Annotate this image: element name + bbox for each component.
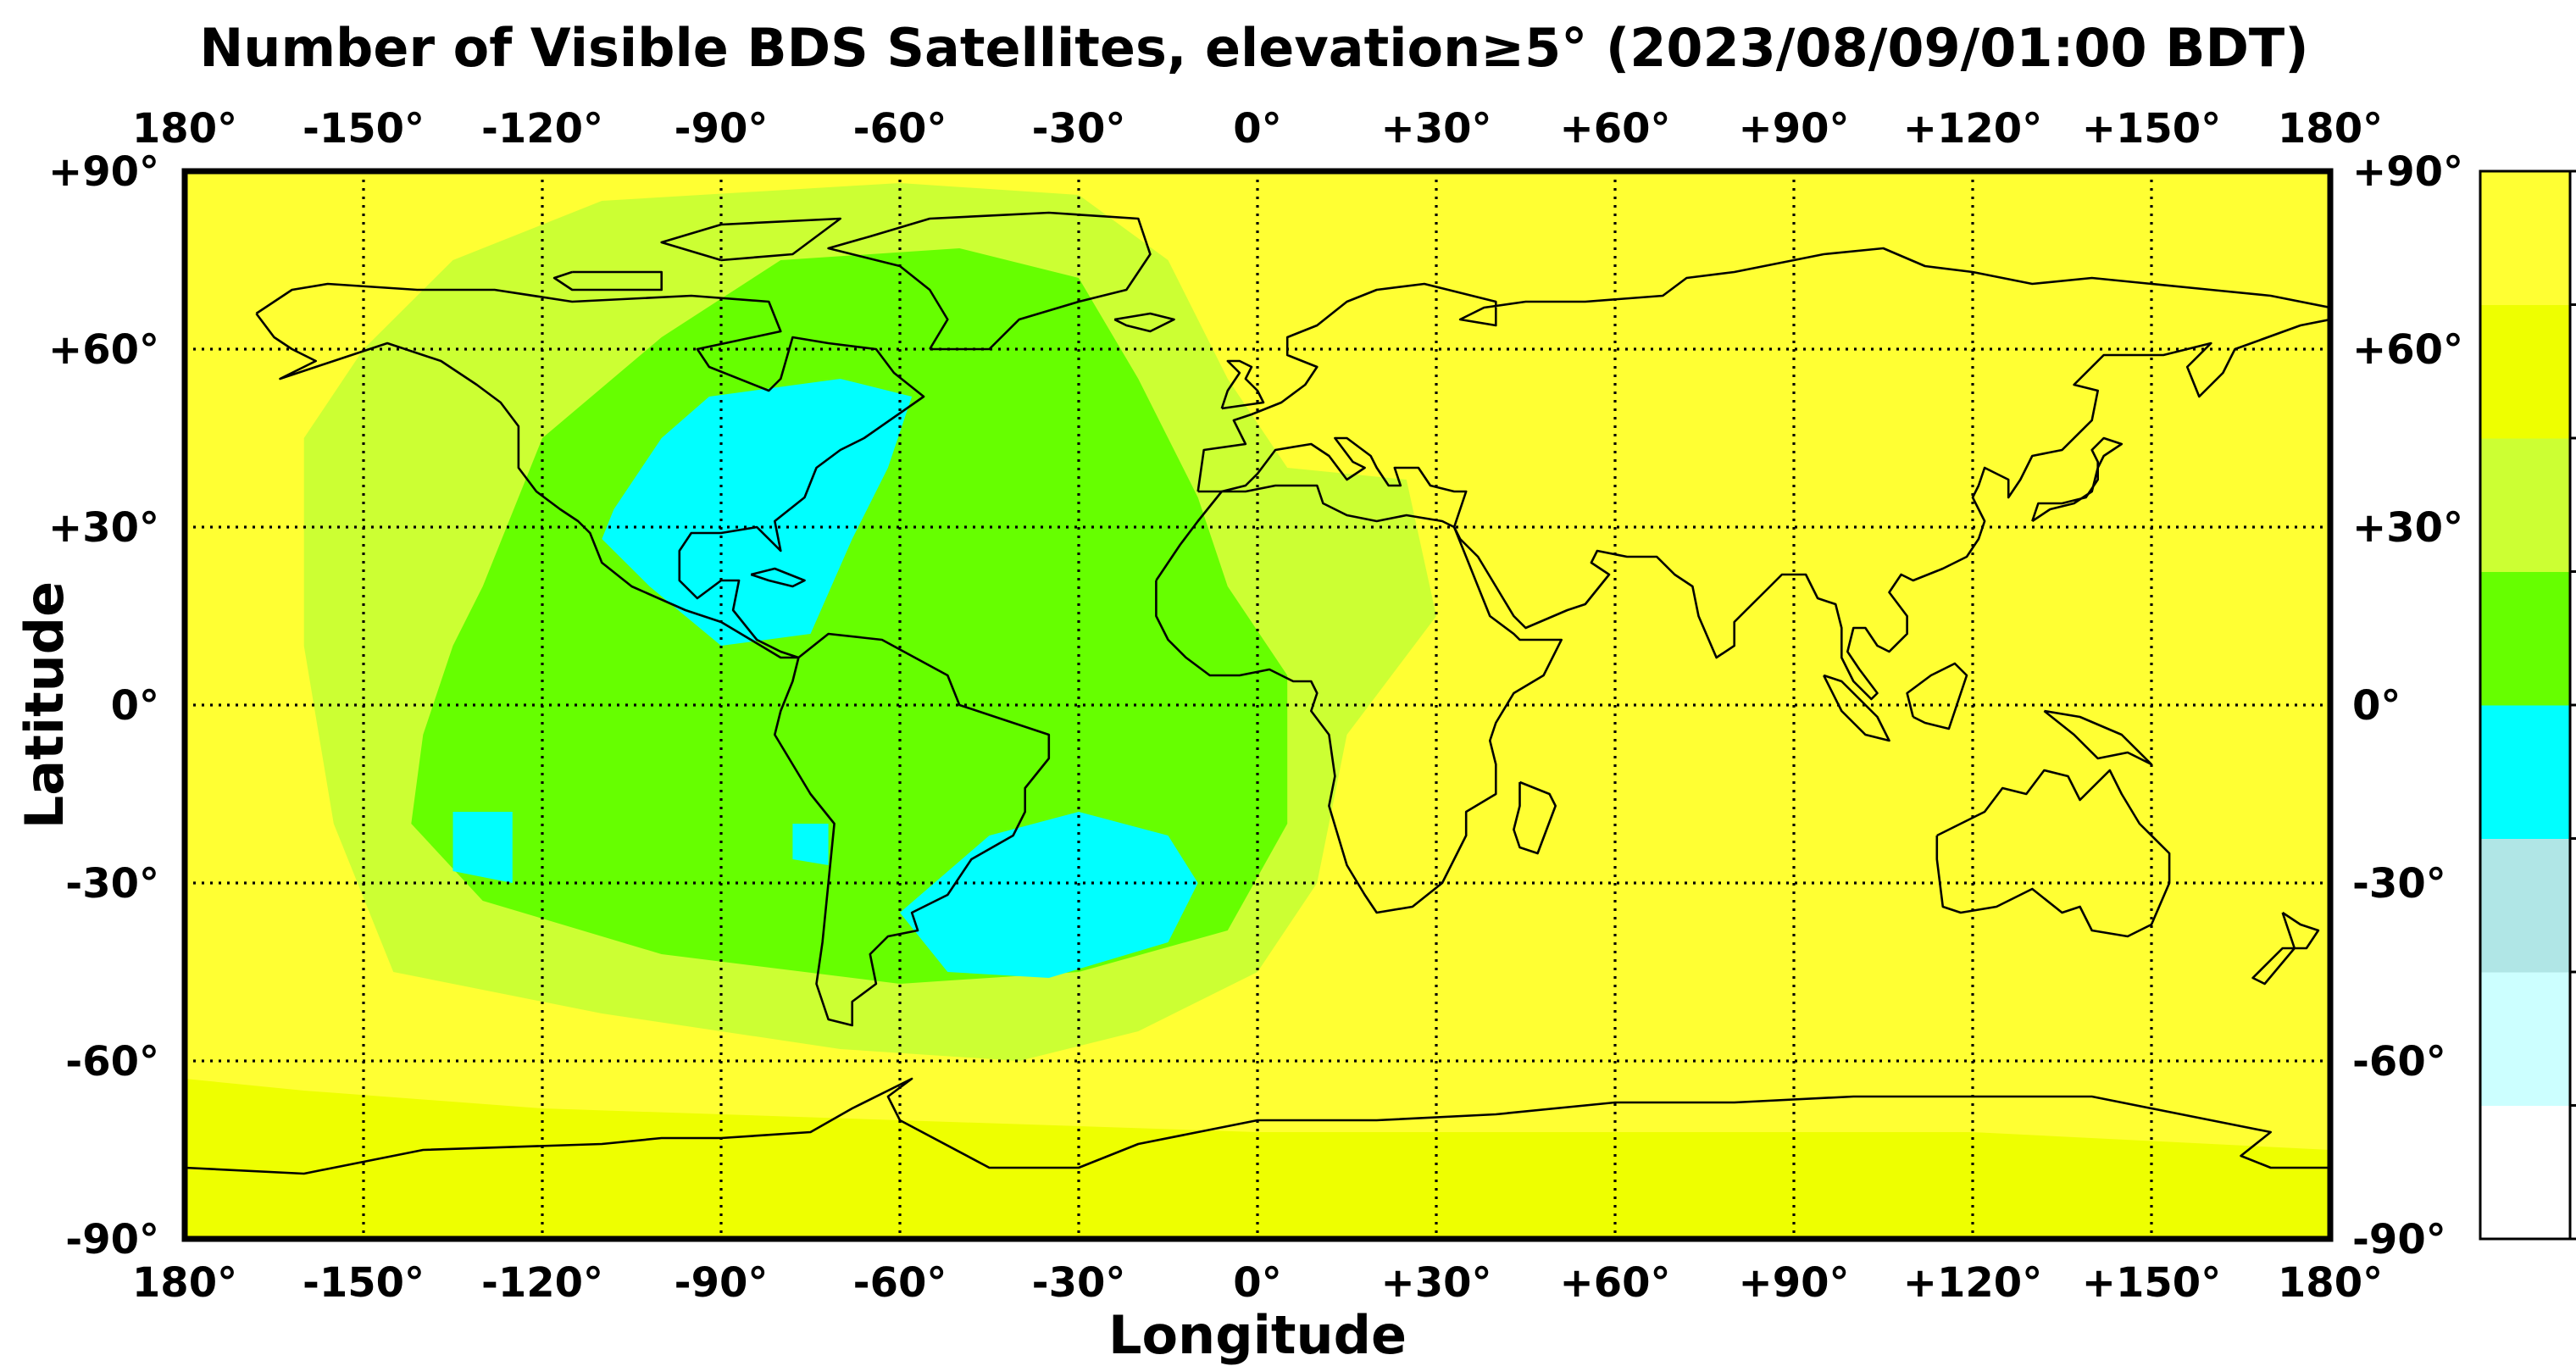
lon-tick-label-bottom: +60° [1559,1259,1670,1307]
coastline-3 [1196,247,2330,701]
lon-tick-label-top: +90° [1738,105,1849,153]
colorbar-segment-0 [2480,1105,2570,1240]
coastline-0 [255,282,925,659]
coastline-1 [773,632,1051,1027]
region-7-6 [792,824,829,865]
lat-tick-label-right: -30° [2352,860,2446,908]
region-9-2 [411,248,1288,984]
satellite-count-regions [185,183,2330,1239]
lon-tick-label-bottom: -150° [303,1259,425,1307]
lat-tick-label-right: +60° [2352,326,2463,374]
lon-tick-label-bottom: +150° [2082,1259,2221,1307]
lat-tick-label-left: +90° [48,148,159,196]
lon-tick-label-top: +30° [1380,105,1491,153]
lon-tick-label-top: +120° [1903,105,2042,153]
colorbar-segment-4 [2480,838,2570,973]
lon-tick-label-bottom: +30° [1380,1259,1491,1307]
axis-ticks: 180° 180° -150° -150° -120° -120° -90° -90° -60°… [48,105,2463,1307]
coastline-11 [1906,662,1968,730]
lon-tick-label-bottom: +120° [1903,1259,2042,1307]
lon-tick-label-top: +150° [2082,105,2221,153]
x-axis-label: Longitude [1108,1304,1407,1366]
lon-tick-label-bottom: -60° [853,1259,947,1307]
colorbar: 0246810121416 [2479,169,2576,1241]
lon-tick-label-bottom: 180° [132,1259,237,1307]
lat-tick-label-left: -60° [65,1038,159,1086]
coastline-14 [2251,911,2320,986]
coastline-8 [2031,436,2124,523]
lat-tick-label-left: -90° [65,1216,159,1263]
region-7-5 [452,812,513,883]
lon-tick-label-top: +60° [1559,105,1670,153]
graticule [185,171,2330,1239]
lat-tick-label-left: -30° [65,860,159,908]
lat-tick-label-right: +30° [2352,504,2463,552]
coastline-7 [1220,359,1265,410]
lon-tick-label-bottom: -120° [481,1259,603,1307]
lon-tick-label-top: 0° [1233,105,1281,153]
lat-tick-label-right: +90° [2352,148,2463,196]
coastline-5 [1935,769,2171,938]
lon-tick-label-bottom: 180° [2278,1259,2383,1307]
lon-tick-label-bottom: -30° [1032,1259,1126,1307]
coastline-17 [552,270,663,292]
y-axis-label: Latitude [14,581,75,829]
coastline-16 [660,217,842,262]
coastline-6 [185,1077,2330,1175]
map-frame [181,168,2334,1242]
lat-tick-label-right: 0° [2352,682,2401,730]
lat-tick-label-left: 0° [111,682,159,730]
map-title: Number of Visible BDS Satellites, elevat… [199,17,2308,79]
lat-tick-label-left: +30° [48,504,159,552]
lon-tick-label-top: -120° [481,105,603,153]
coastline-10 [1823,674,1890,742]
lat-tick-label-right: -90° [2352,1216,2446,1263]
lon-tick-label-top: -60° [853,105,947,153]
lon-tick-label-top: -90° [675,105,769,153]
lon-tick-label-top: 180° [2278,105,2383,153]
lat-tick-label-left: +60° [48,326,159,374]
coastline-2 [827,211,1152,351]
coastline-15 [1113,312,1175,333]
coastlines [185,211,2330,1175]
coastline-13 [750,567,806,588]
coastline-4 [1155,484,1563,914]
lon-tick-label-bottom: 0° [1233,1259,1281,1307]
lon-tick-label-bottom: +90° [1738,1259,1849,1307]
lat-tick-label-right: -60° [2352,1038,2446,1086]
colorbar-segment-6 [2480,705,2570,839]
coastline-12 [2043,709,2153,766]
colorbar-segment-8 [2480,571,2570,706]
colorbar-segment-12 [2480,304,2570,439]
lon-tick-label-top: -30° [1032,105,1126,153]
map-panel [181,168,2334,1242]
coastline-9 [1513,780,1557,855]
colorbar-segment-10 [2480,438,2570,572]
colorbar-segment-14 [2480,171,2570,305]
lon-tick-label-bottom: -90° [675,1259,769,1307]
colorbar-segment-2 [2480,972,2570,1106]
region-7-4 [900,812,1198,978]
lon-tick-label-top: 180° [132,105,237,153]
lon-tick-label-top: -150° [303,105,425,153]
